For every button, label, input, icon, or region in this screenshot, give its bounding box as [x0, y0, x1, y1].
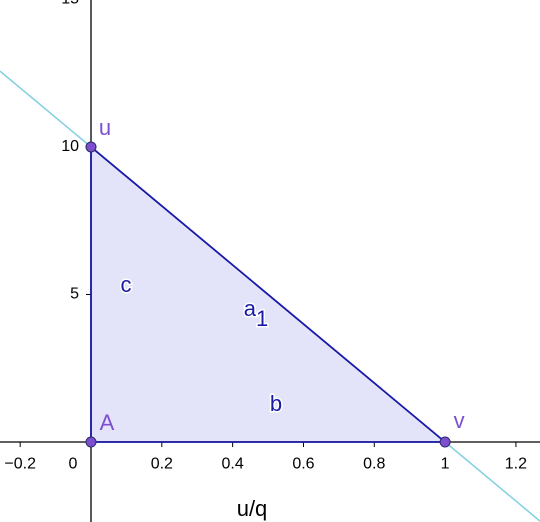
segment-name: c: [121, 272, 132, 297]
x-tick-label: 0.2: [151, 455, 173, 472]
point: [85, 436, 97, 448]
segment-subscript: 1: [256, 306, 268, 331]
x-tick-label: 1.2: [505, 455, 527, 472]
point: [85, 141, 97, 153]
x-tick-label: 1: [441, 455, 450, 472]
segment-label: b: [270, 391, 282, 416]
segment-name: b: [270, 391, 282, 416]
y-tick-label: 10: [61, 138, 79, 155]
segment-name: a: [244, 296, 257, 321]
segment-label: a1: [244, 296, 269, 331]
point-label: u: [99, 115, 111, 140]
y-tick-label: 5: [70, 286, 79, 303]
x-axis-label: u/q: [237, 496, 268, 521]
point-label: v: [454, 408, 465, 433]
x-tick-label: 0.8: [363, 455, 385, 472]
x-tick-label: 0.4: [222, 455, 244, 472]
edge: [90, 146, 446, 443]
point: [439, 436, 451, 448]
segment-label: c: [121, 272, 132, 297]
x-tick-label: 0: [69, 455, 78, 472]
x-tick-label: −0.2: [4, 455, 36, 472]
y-tick-label: 15: [61, 0, 79, 8]
x-tick-label: 0.6: [292, 455, 314, 472]
point-label: A: [100, 410, 115, 435]
